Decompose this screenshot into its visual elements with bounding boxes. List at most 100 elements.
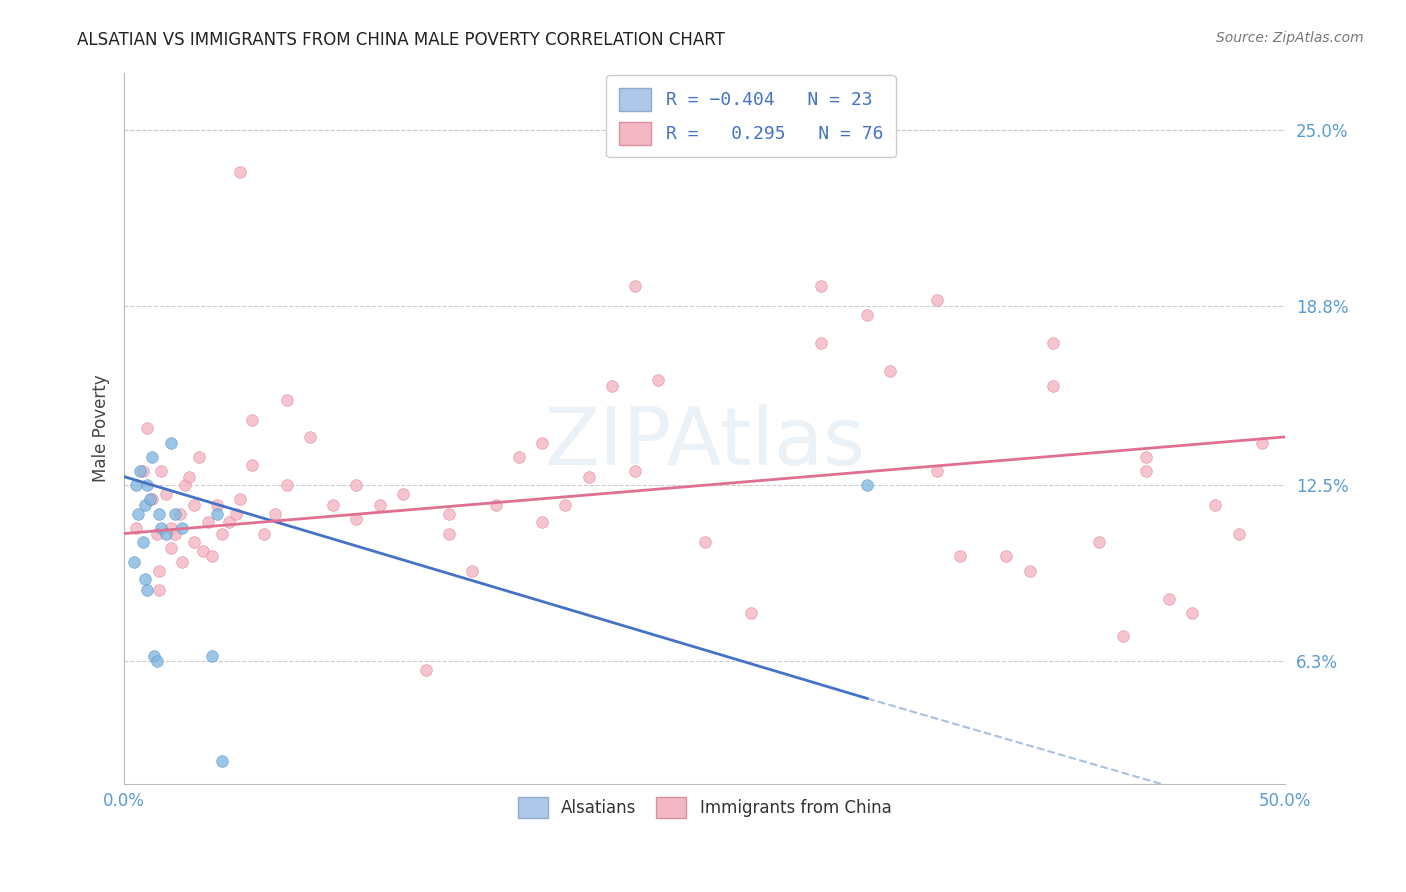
- Point: [461, 564, 484, 578]
- Point: [159, 541, 181, 555]
- Point: [150, 521, 173, 535]
- Point: [879, 364, 901, 378]
- Point: [276, 478, 298, 492]
- Point: [439, 526, 461, 541]
- Point: [183, 535, 205, 549]
- Point: [155, 487, 177, 501]
- Point: [240, 413, 263, 427]
- Point: [197, 515, 219, 529]
- Point: [225, 507, 247, 521]
- Point: [322, 498, 344, 512]
- Point: [344, 478, 367, 492]
- Point: [132, 464, 155, 478]
- Point: [368, 498, 391, 512]
- Point: [810, 336, 832, 351]
- Point: [148, 564, 170, 578]
- Point: [298, 430, 321, 444]
- Point: [172, 555, 194, 569]
- Point: [125, 478, 148, 492]
- Point: [693, 535, 716, 549]
- Point: [810, 279, 832, 293]
- Point: [136, 478, 159, 492]
- Point: [155, 526, 177, 541]
- Point: [145, 655, 167, 669]
- Point: [143, 648, 166, 663]
- Y-axis label: Male Poverty: Male Poverty: [93, 375, 110, 483]
- Point: [531, 435, 554, 450]
- Point: [179, 469, 201, 483]
- Point: [134, 498, 156, 512]
- Point: [218, 515, 240, 529]
- Point: [252, 526, 274, 541]
- Point: [134, 572, 156, 586]
- Point: [949, 549, 972, 564]
- Point: [132, 535, 155, 549]
- Point: [647, 373, 669, 387]
- Point: [415, 663, 437, 677]
- Point: [122, 555, 145, 569]
- Point: [205, 507, 228, 521]
- Point: [1042, 378, 1064, 392]
- Text: ZIPAtlas: ZIPAtlas: [544, 403, 865, 482]
- Point: [172, 521, 194, 535]
- Point: [173, 478, 195, 492]
- Point: [129, 464, 152, 478]
- Point: [1111, 629, 1133, 643]
- Point: [856, 478, 879, 492]
- Point: [165, 507, 187, 521]
- Point: [392, 487, 415, 501]
- Point: [600, 378, 623, 392]
- Point: [201, 648, 224, 663]
- Point: [183, 498, 205, 512]
- Point: [240, 458, 263, 473]
- Point: [148, 507, 170, 521]
- Point: [531, 515, 554, 529]
- Point: [159, 521, 181, 535]
- Point: [1088, 535, 1111, 549]
- Point: [1250, 435, 1272, 450]
- Point: [740, 606, 762, 620]
- Point: [136, 421, 159, 435]
- Text: Source: ZipAtlas.com: Source: ZipAtlas.com: [1216, 31, 1364, 45]
- Point: [508, 450, 530, 464]
- Point: [995, 549, 1018, 564]
- Point: [150, 464, 173, 478]
- Point: [485, 498, 508, 512]
- Point: [1042, 336, 1064, 351]
- Point: [211, 754, 233, 768]
- Point: [169, 507, 191, 521]
- Point: [229, 492, 252, 507]
- Point: [159, 435, 181, 450]
- Point: [856, 308, 879, 322]
- Point: [1204, 498, 1226, 512]
- Point: [624, 279, 647, 293]
- Text: ALSATIAN VS IMMIGRANTS FROM CHINA MALE POVERTY CORRELATION CHART: ALSATIAN VS IMMIGRANTS FROM CHINA MALE P…: [77, 31, 725, 49]
- Point: [276, 392, 298, 407]
- Point: [136, 583, 159, 598]
- Point: [211, 526, 233, 541]
- Point: [1135, 450, 1157, 464]
- Point: [624, 464, 647, 478]
- Point: [145, 526, 167, 541]
- Point: [925, 293, 948, 308]
- Point: [187, 450, 209, 464]
- Point: [229, 165, 252, 179]
- Point: [148, 583, 170, 598]
- Point: [1181, 606, 1204, 620]
- Point: [127, 507, 149, 521]
- Point: [141, 492, 163, 507]
- Point: [1018, 564, 1040, 578]
- Point: [125, 521, 148, 535]
- Point: [1135, 464, 1157, 478]
- Point: [554, 498, 576, 512]
- Point: [344, 512, 367, 526]
- Point: [578, 469, 600, 483]
- Point: [139, 492, 162, 507]
- Point: [201, 549, 224, 564]
- Point: [165, 526, 187, 541]
- Point: [1227, 526, 1250, 541]
- Point: [141, 450, 163, 464]
- Point: [439, 507, 461, 521]
- Point: [191, 543, 214, 558]
- Point: [205, 498, 228, 512]
